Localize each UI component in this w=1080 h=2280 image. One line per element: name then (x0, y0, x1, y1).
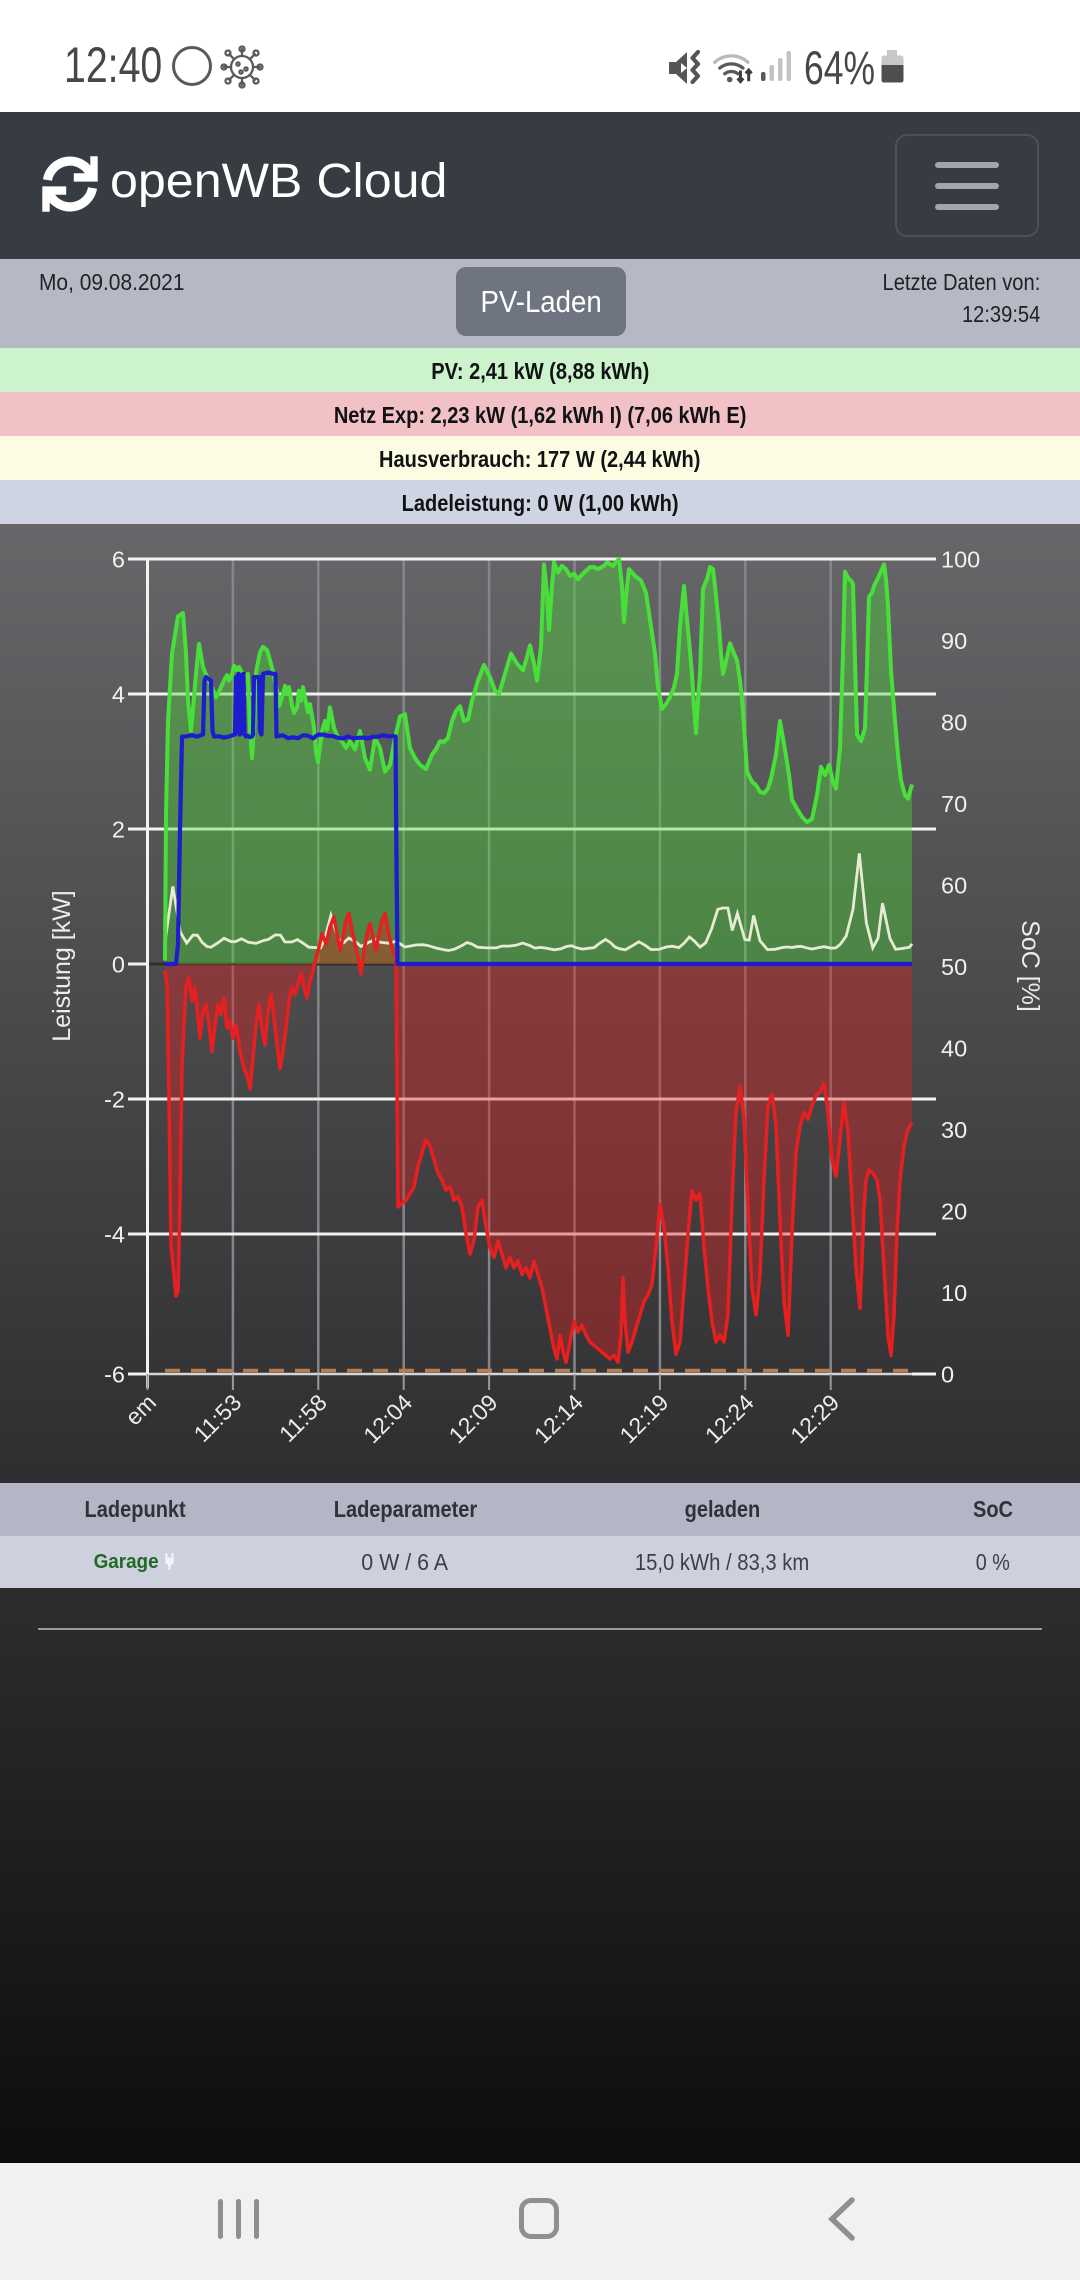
svg-text:70: 70 (941, 791, 967, 817)
svg-text:em: em (120, 1389, 161, 1430)
svg-text:80: 80 (941, 710, 967, 736)
svg-text:Leistung [kW]: Leistung [kW] (48, 890, 76, 1041)
svg-text:20: 20 (941, 1199, 967, 1225)
svg-text:SoC [%]: SoC [%] (1016, 920, 1044, 1012)
svg-text:40: 40 (941, 1036, 967, 1062)
svg-text:-6: -6 (104, 1362, 125, 1388)
svg-text:12:19: 12:19 (614, 1389, 673, 1448)
svg-text:-2: -2 (104, 1087, 125, 1113)
svg-text:0: 0 (112, 952, 125, 978)
svg-text:90: 90 (941, 628, 967, 654)
svg-text:11:53: 11:53 (189, 1389, 247, 1447)
svg-text:30: 30 (941, 1117, 967, 1143)
svg-text:11:58: 11:58 (274, 1389, 332, 1447)
svg-text:12:04: 12:04 (358, 1389, 417, 1448)
svg-text:100: 100 (941, 547, 980, 573)
svg-text:-4: -4 (104, 1222, 125, 1248)
svg-text:0: 0 (941, 1362, 954, 1388)
svg-text:60: 60 (941, 873, 967, 899)
svg-text:10: 10 (941, 1280, 967, 1306)
svg-text:12:09: 12:09 (444, 1389, 503, 1448)
svg-text:12:29: 12:29 (785, 1389, 844, 1448)
svg-text:50: 50 (941, 954, 967, 980)
svg-text:2: 2 (112, 817, 125, 843)
svg-text:12:14: 12:14 (529, 1389, 588, 1448)
svg-text:6: 6 (112, 547, 125, 573)
svg-text:4: 4 (112, 682, 125, 708)
svg-text:12:24: 12:24 (700, 1389, 759, 1448)
